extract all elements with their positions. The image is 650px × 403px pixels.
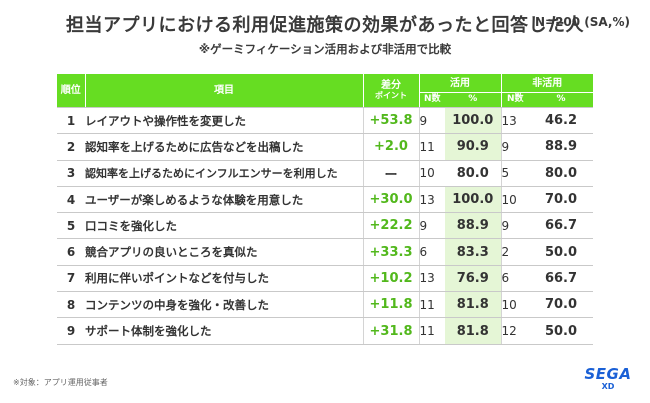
row-item: 認知率を上げるために広告などを出稿した: [85, 133, 363, 161]
logo-brand: SEGA: [584, 365, 632, 383]
logo-sub: XD: [601, 382, 615, 391]
row-lift: +22.2: [362, 212, 419, 240]
table-row: 8 コンテンツの中身を強化・改善した +11.8 11 81.8 10 70.0: [57, 291, 593, 319]
table-row: 9 サポート体制を強化した +31.8 11 81.8 12 50.0: [57, 317, 593, 345]
row-used-pct: 80.0: [445, 160, 501, 187]
row-used-pct: 81.8: [445, 317, 501, 345]
row-used-pct: 76.9: [445, 265, 501, 293]
row-rank: 7: [57, 265, 85, 293]
header-non-n: N数: [500, 92, 529, 108]
table-row: 3 認知率を上げるためにインフルエンサーを利用した ー 10 80.0 5 80…: [57, 160, 593, 187]
row-lift: +53.8: [362, 107, 419, 135]
header-non-pct: %: [529, 92, 593, 108]
row-rank: 9: [57, 317, 85, 345]
page-subtitle: ※ゲーミフィケーション活用および非活用で比較: [198, 42, 452, 56]
row-item: サポート体制を強化した: [85, 317, 363, 345]
row-non-n: 13: [500, 107, 529, 135]
row-non-pct: 50.0: [529, 317, 593, 345]
row-lift: +2.0: [362, 133, 419, 161]
row-rank: 3: [57, 160, 85, 187]
row-item: 認知率を上げるためにインフルエンサーを利用した: [85, 160, 363, 187]
row-used-pct: 100.0: [445, 186, 501, 214]
row-lift: ー: [362, 160, 419, 187]
row-used-n: 10: [418, 160, 445, 187]
row-non-pct: 70.0: [529, 291, 593, 319]
header-used: 活用: [418, 74, 501, 93]
row-rank: 6: [57, 238, 85, 266]
row-rank: 4: [57, 186, 85, 214]
row-non-n: 6: [500, 265, 529, 293]
row-rank: 2: [57, 133, 85, 161]
row-item: コンテンツの中身を強化・改善した: [85, 291, 363, 319]
header-not-used: 非活用: [500, 74, 593, 93]
sample-size-label: N=200 (SA,%): [534, 15, 630, 29]
table-row: 1 レイアウトや操作性を変更した +53.8 9 100.0 13 46.2: [57, 107, 593, 135]
row-item: レイアウトや操作性を変更した: [85, 107, 363, 135]
row-item: ユーザーが楽しめるような体験を用意した: [85, 186, 363, 214]
row-used-n: 9: [418, 107, 445, 135]
row-used-n: 6: [418, 238, 445, 266]
row-lift: +10.2: [362, 265, 419, 293]
header-item: 項目: [84, 74, 363, 108]
row-non-n: 5: [500, 160, 529, 187]
row-rank: 1: [57, 107, 85, 135]
row-non-n: 9: [500, 133, 529, 161]
table-row: 7 利用に伴いポイントなどを付与した +10.2 13 76.9 6 66.7: [57, 265, 593, 293]
row-used-pct: 88.9: [445, 212, 501, 240]
row-non-n: 10: [500, 291, 529, 319]
row-rank: 5: [57, 212, 85, 240]
row-non-pct: 70.0: [529, 186, 593, 214]
row-non-n: 12: [500, 317, 529, 345]
row-non-pct: 80.0: [529, 160, 593, 187]
row-non-n: 9: [500, 212, 529, 240]
row-rank: 8: [57, 291, 85, 319]
row-used-pct: 83.3: [445, 238, 501, 266]
row-used-n: 11: [418, 291, 445, 319]
table-row: 2 認知率を上げるために広告などを出稿した +2.0 11 90.9 9 88.…: [57, 133, 593, 161]
footnote: ※対象：アプリ運用従事者: [13, 378, 108, 387]
row-item: 利用に伴いポイントなどを付与した: [85, 265, 363, 293]
header-rank: 順位: [57, 74, 85, 108]
row-used-pct: 81.8: [445, 291, 501, 319]
row-non-pct: 50.0: [529, 238, 593, 266]
page-title: 担当アプリにおける利用促進施策の効果があったと回答した人: [66, 15, 584, 36]
table-row: 4 ユーザーが楽しめるような体験を用意した +30.0 13 100.0 10 …: [57, 186, 593, 214]
row-non-pct: 66.7: [529, 265, 593, 293]
table-row: 6 競合アプリの良いところを真似た +33.3 6 83.3 2 50.0: [57, 238, 593, 266]
row-non-n: 10: [500, 186, 529, 214]
row-item: 競合アプリの良いところを真似た: [85, 238, 363, 266]
row-non-pct: 66.7: [529, 212, 593, 240]
header-lift-line2: ポイント: [375, 90, 407, 100]
row-lift: +30.0: [362, 186, 419, 214]
sega-xd-logo: SEGA XD: [582, 366, 634, 391]
row-used-n: 13: [418, 265, 445, 293]
row-non-pct: 46.2: [529, 107, 593, 135]
row-lift: +11.8: [362, 291, 419, 319]
row-used-n: 11: [418, 133, 445, 161]
results-table: 順位 項目 差分 ポイント 活用 非活用 N数 % N数 % 1 レイアウトや操…: [57, 74, 593, 345]
header-used-pct: %: [445, 92, 501, 108]
header-lift-line1: 差分: [381, 80, 401, 92]
row-item: 口コミを強化した: [85, 212, 363, 240]
row-non-pct: 88.9: [529, 133, 593, 161]
row-lift: +33.3: [362, 238, 419, 266]
row-used-n: 13: [418, 186, 445, 214]
row-used-n: 11: [418, 317, 445, 345]
row-lift: +31.8: [362, 317, 419, 345]
header-used-n: N数: [418, 92, 445, 108]
row-used-n: 9: [418, 212, 445, 240]
header-lift: 差分 ポイント: [362, 74, 419, 108]
table-row: 5 口コミを強化した +22.2 9 88.9 9 66.7: [57, 212, 593, 240]
row-non-n: 2: [500, 238, 529, 266]
row-used-pct: 100.0: [445, 107, 501, 135]
row-used-pct: 90.9: [445, 133, 501, 161]
